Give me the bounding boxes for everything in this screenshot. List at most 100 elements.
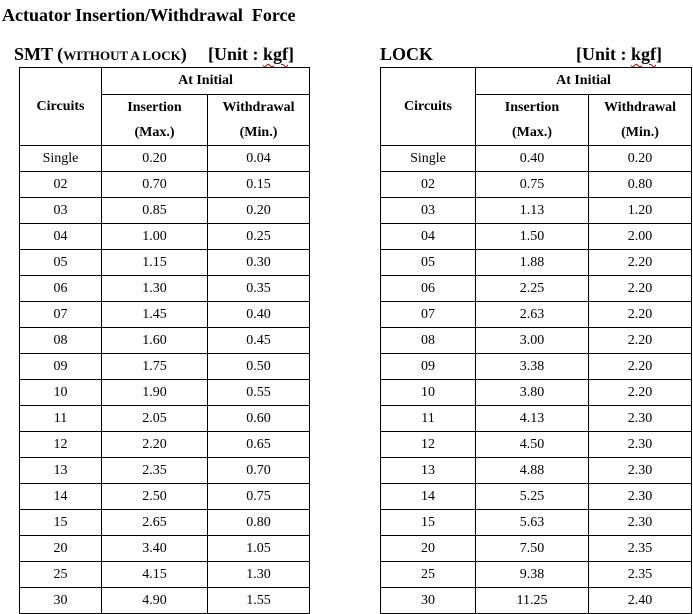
smt-table-row: 08 1.60 0.45 bbox=[19, 327, 310, 354]
lock-cell-insertion: 2.25 bbox=[475, 275, 589, 302]
lock-withdrawal-sublabel: (Min.) bbox=[621, 125, 659, 140]
smt-cell-circuits: 20 bbox=[19, 535, 102, 562]
lock-cell-withdrawal: 2.35 bbox=[588, 561, 692, 588]
lock-cell-circuits: 02 bbox=[380, 171, 476, 198]
smt-section-heading: SMT (WITHOUT A LOCK) bbox=[14, 44, 187, 66]
smt-table-row: 15 2.65 0.80 bbox=[19, 509, 310, 536]
smt-cell-withdrawal: 0.35 bbox=[207, 275, 310, 302]
smt-table-row: 14 2.50 0.75 bbox=[19, 483, 310, 510]
lock-cell-insertion: 1.50 bbox=[475, 223, 589, 250]
smt-unit-value: kgf bbox=[263, 44, 289, 64]
lock-cell-withdrawal: 2.35 bbox=[588, 535, 692, 562]
smt-cell-withdrawal: 0.60 bbox=[207, 405, 310, 432]
smt-heading-close: ) bbox=[180, 44, 187, 64]
lock-cell-circuits: 04 bbox=[380, 223, 476, 250]
smt-cell-insertion: 2.65 bbox=[101, 509, 208, 536]
lock-table-row: 10 3.80 2.20 bbox=[380, 379, 692, 406]
lock-table-row: 05 1.88 2.20 bbox=[380, 249, 692, 276]
lock-cell-withdrawal: 2.40 bbox=[588, 587, 692, 614]
smt-withdrawal-label: Withdrawal bbox=[222, 100, 295, 115]
lock-cell-circuits: 11 bbox=[380, 405, 476, 432]
smt-cell-circuits: 15 bbox=[19, 509, 102, 536]
smt-cell-circuits: 05 bbox=[19, 249, 102, 276]
lock-cell-circuits: 25 bbox=[380, 561, 476, 588]
smt-unit-suffix: ] bbox=[288, 44, 295, 64]
smt-withdrawal-sublabel: (Min.) bbox=[239, 125, 278, 140]
smt-cell-withdrawal: 0.25 bbox=[207, 223, 310, 250]
smt-withdrawal-header: Withdrawal (Min.) bbox=[207, 94, 310, 146]
smt-table-row: 30 4.90 1.55 bbox=[19, 587, 310, 614]
smt-cell-withdrawal: 0.20 bbox=[207, 197, 310, 224]
lock-cell-insertion: 4.88 bbox=[475, 457, 589, 484]
lock-cell-withdrawal: 2.30 bbox=[588, 431, 692, 458]
lock-cell-withdrawal: 2.20 bbox=[588, 301, 692, 328]
smt-unit-label: [Unit : kgf] bbox=[208, 44, 294, 64]
lock-cell-circuits: 07 bbox=[380, 301, 476, 328]
smt-table-row: 12 2.20 0.65 bbox=[19, 431, 310, 458]
smt-insertion-sublabel: (Max.) bbox=[134, 125, 175, 140]
lock-table-row: 15 5.63 2.30 bbox=[380, 509, 692, 536]
lock-table-row: 04 1.50 2.00 bbox=[380, 223, 692, 250]
lock-cell-withdrawal: 2.20 bbox=[588, 327, 692, 354]
lock-unit-prefix: [Unit : bbox=[576, 44, 631, 64]
lock-insertion-label: Insertion bbox=[504, 100, 560, 115]
smt-cell-circuits: 11 bbox=[19, 405, 102, 432]
smt-cell-withdrawal: 0.80 bbox=[207, 509, 310, 536]
lock-table-row: 11 4.13 2.30 bbox=[380, 405, 692, 432]
smt-table-row: 04 1.00 0.25 bbox=[19, 223, 310, 250]
smt-cell-insertion: 2.20 bbox=[101, 431, 208, 458]
smt-insertion-label: Insertion bbox=[127, 100, 182, 115]
smt-table-row: 03 0.85 0.20 bbox=[19, 197, 310, 224]
lock-withdrawal-label: Withdrawal bbox=[603, 100, 677, 115]
smt-cell-circuits: 25 bbox=[19, 561, 102, 588]
lock-cell-circuits: 09 bbox=[380, 353, 476, 380]
smt-insertion-header: Insertion (Max.) bbox=[101, 94, 208, 146]
lock-cell-circuits: 08 bbox=[380, 327, 476, 354]
smt-cell-insertion: 1.15 bbox=[101, 249, 208, 276]
smt-cell-withdrawal: 0.30 bbox=[207, 249, 310, 276]
lock-cell-circuits: 05 bbox=[380, 249, 476, 276]
smt-cell-insertion: 0.70 bbox=[101, 171, 208, 198]
smt-heading-main: SMT ( bbox=[14, 44, 64, 64]
lock-cell-withdrawal: 2.20 bbox=[588, 249, 692, 276]
smt-cell-circuits: 03 bbox=[19, 197, 102, 224]
smt-cell-insertion: 4.90 bbox=[101, 587, 208, 614]
smt-cell-circuits: 04 bbox=[19, 223, 102, 250]
smt-heading-note: WITHOUT A LOCK bbox=[63, 48, 181, 63]
smt-cell-circuits: 07 bbox=[19, 301, 102, 328]
lock-cell-circuits: 30 bbox=[380, 587, 476, 614]
lock-cell-withdrawal: 2.30 bbox=[588, 483, 692, 510]
smt-cell-insertion: 1.00 bbox=[101, 223, 208, 250]
lock-insertion-sublabel: (Max.) bbox=[511, 125, 553, 140]
lock-table-row: 03 1.13 1.20 bbox=[380, 197, 692, 224]
document-title: Actuator Insertion/Withdrawal Force bbox=[2, 5, 296, 25]
smt-cell-insertion: 2.05 bbox=[101, 405, 208, 432]
lock-cell-withdrawal: 2.20 bbox=[588, 275, 692, 302]
smt-cell-insertion: 1.30 bbox=[101, 275, 208, 302]
lock-unit-value: kgf bbox=[631, 44, 657, 64]
smt-cell-withdrawal: 0.45 bbox=[207, 327, 310, 354]
lock-table-row: Single 0.40 0.20 bbox=[380, 145, 692, 172]
lock-table-row: 08 3.00 2.20 bbox=[380, 327, 692, 354]
lock-table-row: 12 4.50 2.30 bbox=[380, 431, 692, 458]
lock-cell-insertion: 4.50 bbox=[475, 431, 589, 458]
smt-cell-withdrawal: 0.50 bbox=[207, 353, 310, 380]
smt-table-row: 13 2.35 0.70 bbox=[19, 457, 310, 484]
lock-cell-circuits: 15 bbox=[380, 509, 476, 536]
lock-cell-insertion: 9.38 bbox=[475, 561, 589, 588]
lock-force-table: Circuits At Initial Insertion (Max.) With… bbox=[380, 67, 692, 614]
smt-cell-circuits: 13 bbox=[19, 457, 102, 484]
lock-cell-insertion: 3.80 bbox=[475, 379, 589, 406]
smt-cell-insertion: 1.90 bbox=[101, 379, 208, 406]
smt-cell-circuits: 02 bbox=[19, 171, 102, 198]
lock-cell-insertion: 3.38 bbox=[475, 353, 589, 380]
smt-cell-insertion: 0.20 bbox=[101, 145, 208, 172]
smt-cell-withdrawal: 1.30 bbox=[207, 561, 310, 588]
lock-cell-withdrawal: 2.00 bbox=[588, 223, 692, 250]
smt-table-row: 20 3.40 1.05 bbox=[19, 535, 310, 562]
smt-cell-circuits: 30 bbox=[19, 587, 102, 614]
lock-cell-circuits: 13 bbox=[380, 457, 476, 484]
smt-circuits-header: Circuits bbox=[19, 67, 102, 146]
lock-cell-insertion: 7.50 bbox=[475, 535, 589, 562]
smt-table-row: 10 1.90 0.55 bbox=[19, 379, 310, 406]
